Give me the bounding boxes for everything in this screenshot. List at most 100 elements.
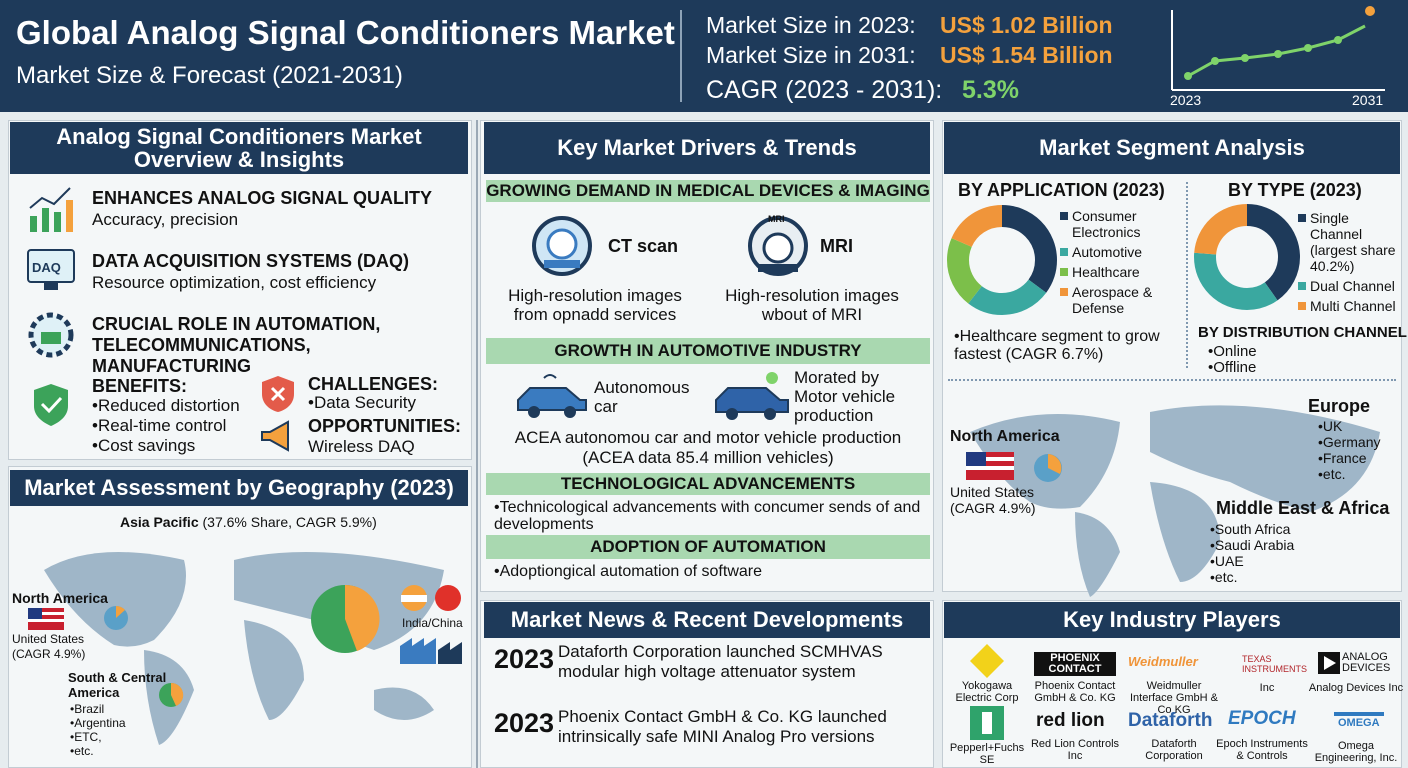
divider: [680, 10, 682, 102]
panel-title: Key Market Drivers & Trends: [484, 122, 930, 174]
region-detail: (37.6% Share, CAGR 5.9%): [202, 514, 377, 530]
graphic: [947, 205, 1057, 315]
graphic: [517, 387, 587, 411]
challenges-list: Data Security: [308, 393, 416, 413]
list-item: Consumer Electronics: [1060, 208, 1170, 240]
graphic: [970, 644, 1004, 678]
player-name: Epoch Instruments & Controls: [1216, 738, 1308, 762]
trend-chart: [1171, 6, 1385, 91]
graphic: [1334, 36, 1342, 44]
graphic: [1184, 72, 1192, 80]
divider: [948, 379, 1396, 381]
news-text: Phoenix Contact GmbH & Co. KG launched i…: [558, 707, 887, 746]
section-text: Adoptiongical automation of software: [494, 564, 762, 580]
graphic: [1324, 656, 1336, 670]
region-name: North America: [950, 428, 1060, 445]
segment-heading: BY TYPE (2023): [1228, 180, 1362, 200]
graphic: [1241, 54, 1249, 62]
legend-swatch: [1298, 214, 1306, 222]
list-item: Real-time control: [92, 416, 240, 436]
segment-note: Healthcare segment to grow fastest (CAGR…: [954, 328, 1174, 364]
player-name: Analog Devices Inc: [1308, 682, 1404, 694]
item-text: Accuracy, precision: [92, 210, 239, 229]
item-label: Morated by Motor vehicle production: [794, 368, 896, 425]
region-country: United States: [12, 632, 85, 646]
graphic: [435, 585, 461, 611]
icon: [29, 187, 73, 232]
panel-title: Market News & Recent Developments: [484, 602, 930, 638]
divider: [476, 120, 478, 768]
graphic: [30, 200, 73, 232]
icon: [261, 420, 289, 452]
benefits-heading: BENEFITS:: [92, 376, 188, 396]
graphic: [1194, 204, 1300, 310]
region-name: Asia Pacific: [120, 514, 199, 530]
stat-label: CAGR (2023 - 2031):: [706, 76, 943, 104]
graphic: [726, 408, 738, 420]
region-detail: (CAGR 4.9%): [12, 647, 86, 661]
logo: PHOENIX CONTACT: [1034, 652, 1116, 676]
graphic: [947, 205, 1057, 315]
graphic: [28, 619, 64, 622]
section-text: Technicological advancements with concum…: [494, 499, 924, 533]
graphic: [1194, 204, 1300, 310]
stat-label: Market Size in 2031:: [706, 42, 916, 68]
item-label: CT scan: [608, 236, 679, 256]
region-list: South AfricaSaudi ArabiaUAEetc.: [1210, 521, 1294, 585]
graphic: [528, 406, 540, 418]
flag-pie: [28, 605, 128, 630]
legend-swatch: [1060, 268, 1068, 276]
panel-title: Key Industry Players: [944, 602, 1400, 638]
list-item: Automotive: [1060, 244, 1170, 260]
list-item: Single Channel (largest share 40.2%): [1298, 210, 1404, 274]
graphic: [758, 264, 798, 272]
icon: [34, 384, 68, 426]
graphic: [400, 638, 436, 664]
segment-heading: BY APPLICATION (2023): [958, 180, 1165, 200]
player-name: Weidmuller Interface GmbH & Co KG: [1129, 680, 1219, 716]
region-detail: (CAGR 4.9%): [950, 500, 1036, 516]
benefits-list: Reduced distortionReal-time controlCost …: [92, 396, 240, 456]
graphic: [947, 205, 1057, 315]
graphic: [1365, 6, 1375, 16]
car-icon: [517, 374, 587, 418]
list-item: Aerospace & Defense: [1060, 284, 1170, 316]
graphic: [28, 612, 64, 615]
opportunities-heading: OPPORTUNITIES:: [308, 416, 462, 436]
graphic: [544, 260, 580, 268]
logo: TEXAS INSTRUMENTS: [1242, 654, 1307, 674]
divider: [1186, 182, 1188, 368]
subtitle: Market Size & Forecast (2021-2031): [16, 62, 403, 89]
list-item: Offline: [1208, 360, 1257, 376]
list-item: Data Security: [308, 393, 416, 413]
graphic: [966, 452, 986, 466]
logo: [970, 644, 1004, 678]
graphic: [1304, 44, 1312, 52]
region-pie: [311, 584, 380, 653]
item-label: MRI: [820, 236, 853, 256]
list-item: Healthcare: [1060, 264, 1170, 280]
legend-swatch: [1060, 248, 1068, 256]
item-text: High-resolution images wbout of MRI: [725, 286, 899, 324]
stat-value: 5.3%: [962, 76, 1019, 104]
region-name: Europe: [1308, 396, 1371, 416]
graphic: [546, 228, 578, 260]
list-item: Saudi Arabia: [1210, 537, 1294, 553]
graphic: [966, 457, 1014, 461]
graphic: [543, 374, 557, 379]
distribution-list: OnlineOffline: [1208, 344, 1257, 376]
graphic: [345, 584, 380, 651]
type-donut: [1194, 204, 1300, 310]
opportunities-text: Wireless DAQ: [308, 437, 415, 456]
region-pie: [159, 682, 184, 707]
graphic: [261, 420, 289, 452]
list-item: etc.: [1210, 569, 1294, 585]
title: Global Analog Signal Conditioners Market: [16, 14, 675, 51]
region-name: South & Central America: [68, 670, 167, 700]
list-item: ETC,: [70, 730, 126, 744]
player-name: Inc: [1259, 682, 1275, 694]
panel-title: Market Segment Analysis: [944, 122, 1400, 174]
stat-value: US$ 1.54 Billion: [940, 42, 1113, 68]
list-item: UK: [1318, 418, 1380, 434]
